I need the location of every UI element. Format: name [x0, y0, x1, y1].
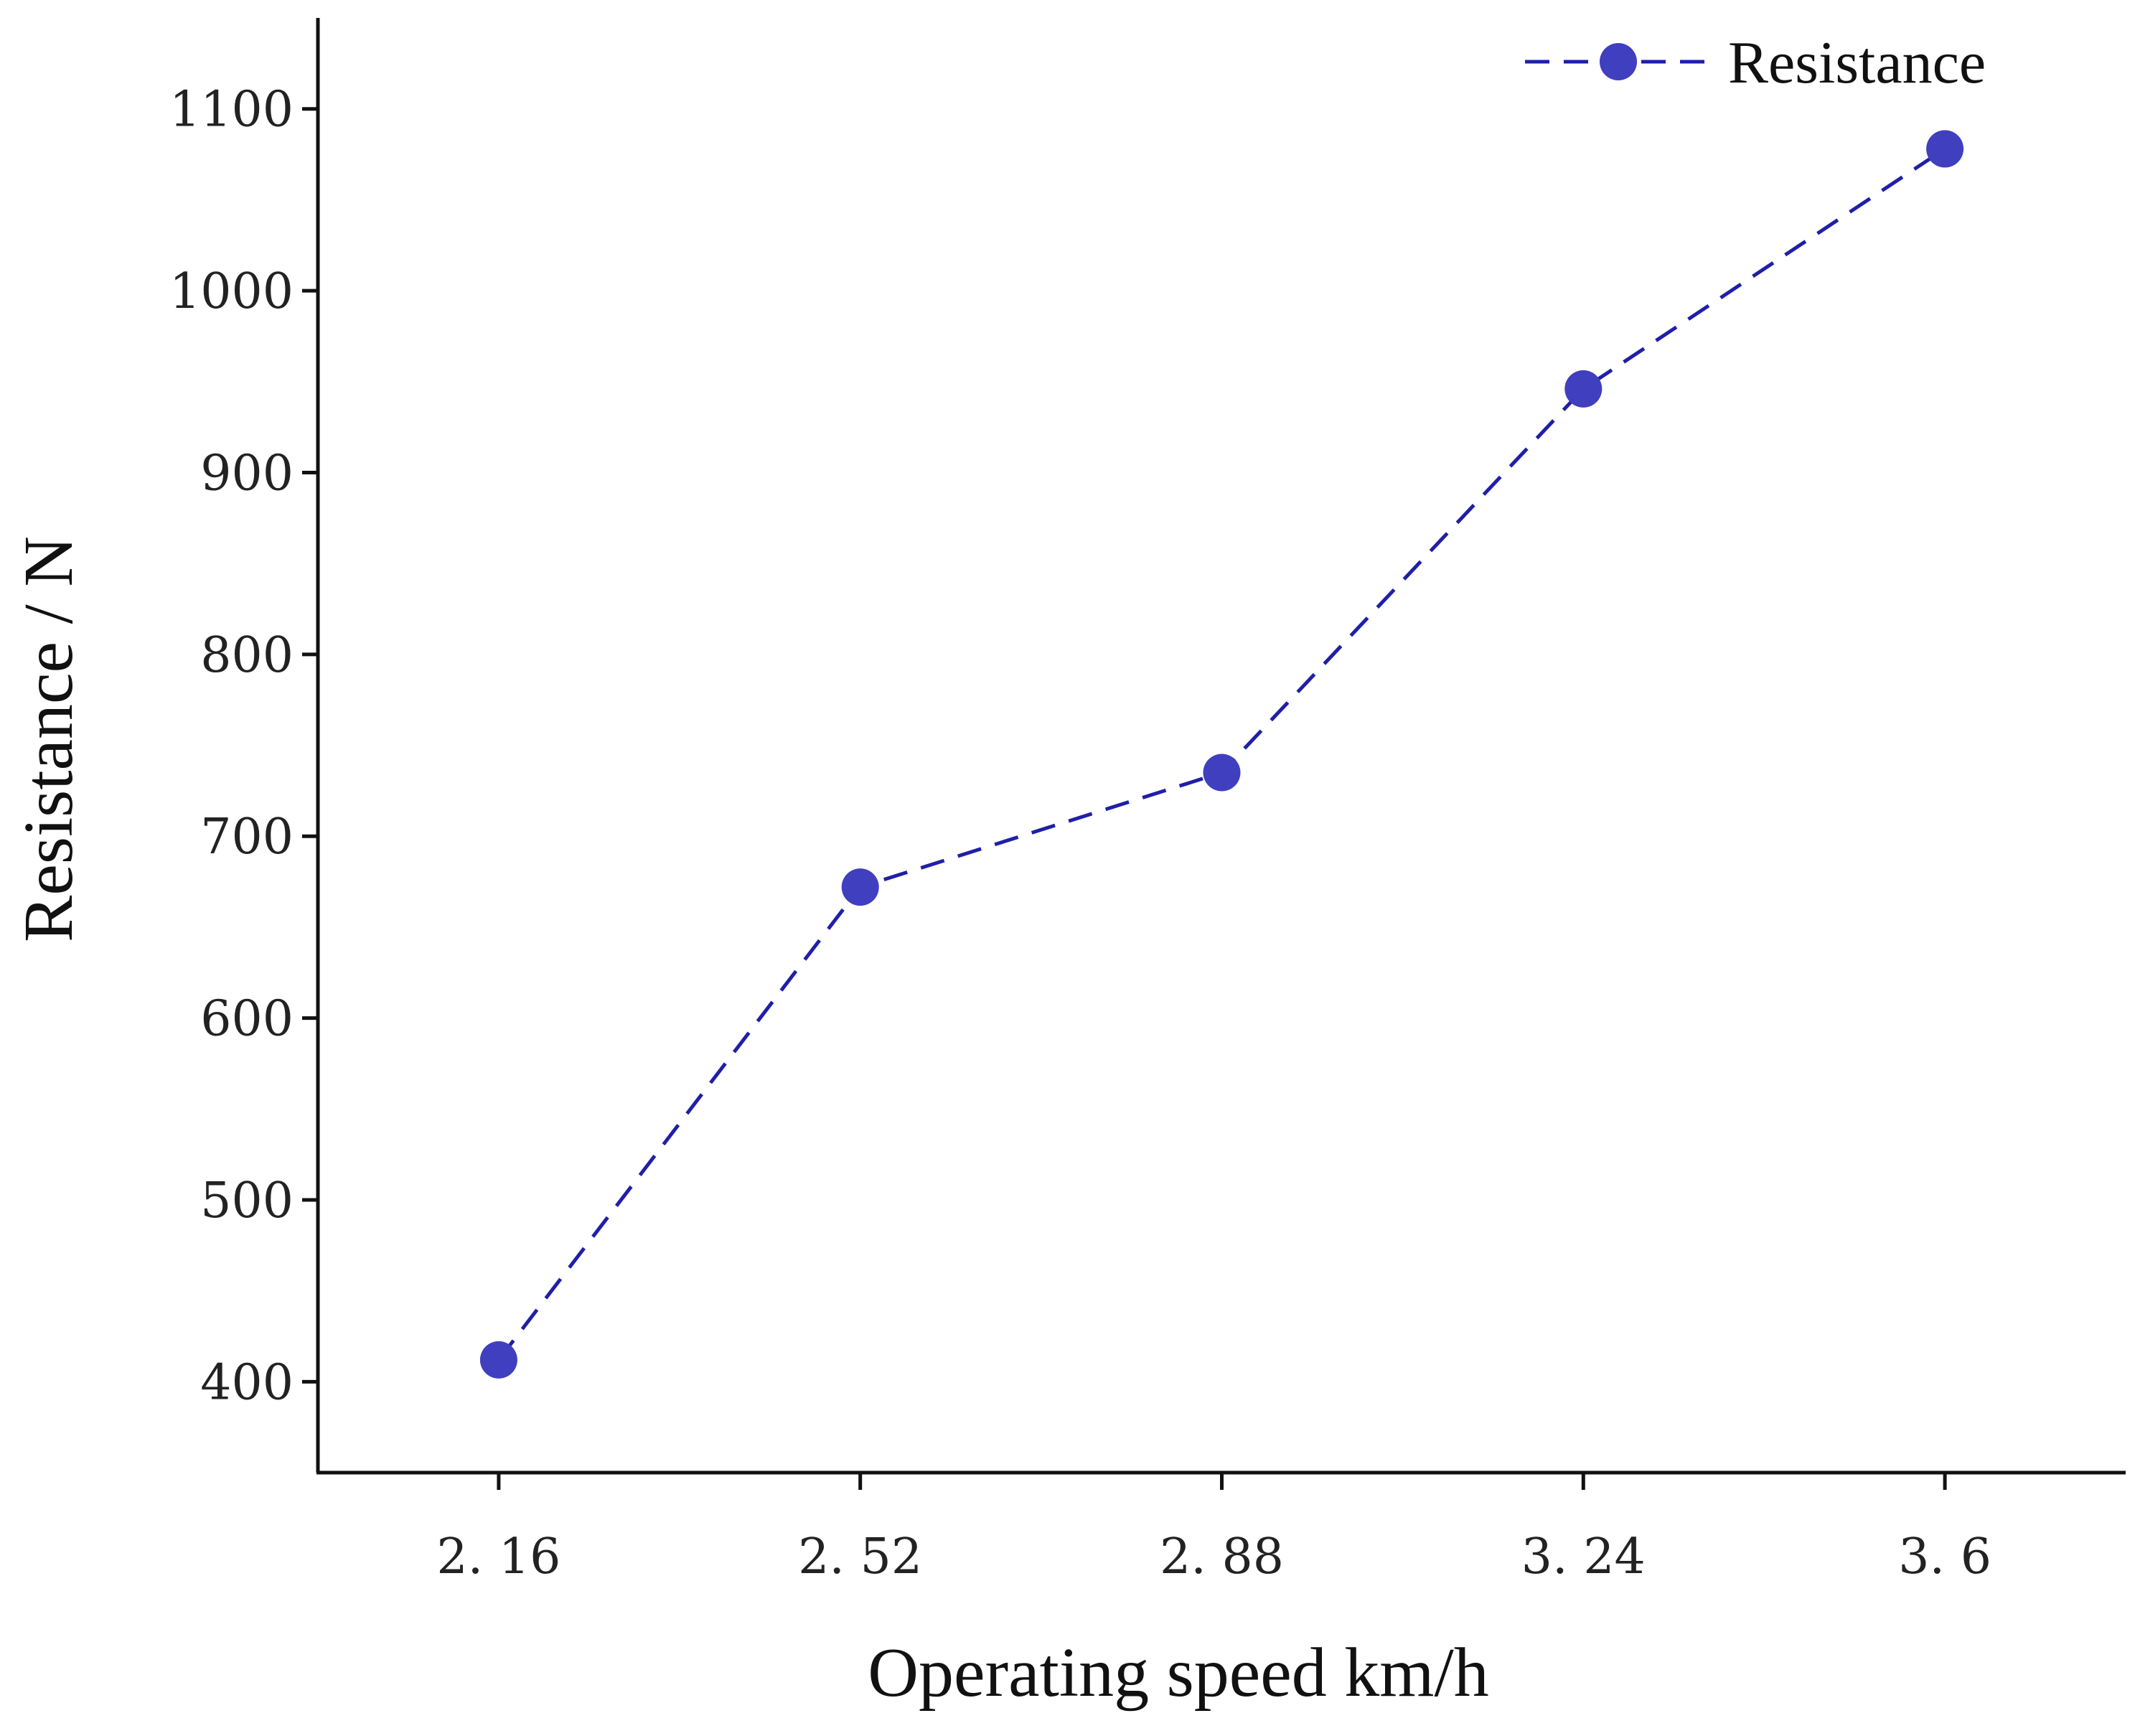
data-point	[479, 1341, 517, 1379]
y-tick-label: 900	[200, 445, 294, 502]
x-axis-ticks: 2. 16 2. 52 2. 88 3. 24 3. 6	[436, 1473, 1991, 1585]
y-axis-ticks: 400 500 600 700 800 900 1000 1100	[169, 82, 318, 1411]
y-tick-label: 600	[200, 991, 294, 1048]
y-tick-label: 700	[200, 809, 294, 865]
y-tick-label: 500	[200, 1173, 294, 1229]
data-point	[1203, 754, 1241, 792]
x-tick-label: 2. 16	[436, 1529, 560, 1585]
y-tick-label: 400	[200, 1354, 294, 1411]
data-point	[841, 868, 879, 906]
y-tick-label: 1000	[169, 263, 294, 320]
x-tick-label: 3. 24	[1521, 1529, 1646, 1585]
legend-marker	[1600, 43, 1637, 80]
data-point	[1564, 370, 1603, 408]
x-tick-label: 2. 88	[1160, 1529, 1284, 1585]
legend: Resistance	[1525, 29, 1986, 96]
chart-axes	[316, 18, 2126, 1475]
y-tick-label: 1100	[169, 82, 294, 139]
y-axis-title: Resistance / N	[10, 536, 88, 942]
series-layer	[479, 130, 1964, 1379]
data-point	[1926, 130, 1964, 168]
y-tick-label: 800	[200, 627, 294, 684]
x-tick-label: 2. 52	[798, 1529, 922, 1585]
x-tick-label: 3. 6	[1898, 1529, 1991, 1585]
x-axis-title: Operating speed km/h	[868, 1634, 1488, 1712]
legend-label: Resistance	[1728, 29, 1986, 96]
